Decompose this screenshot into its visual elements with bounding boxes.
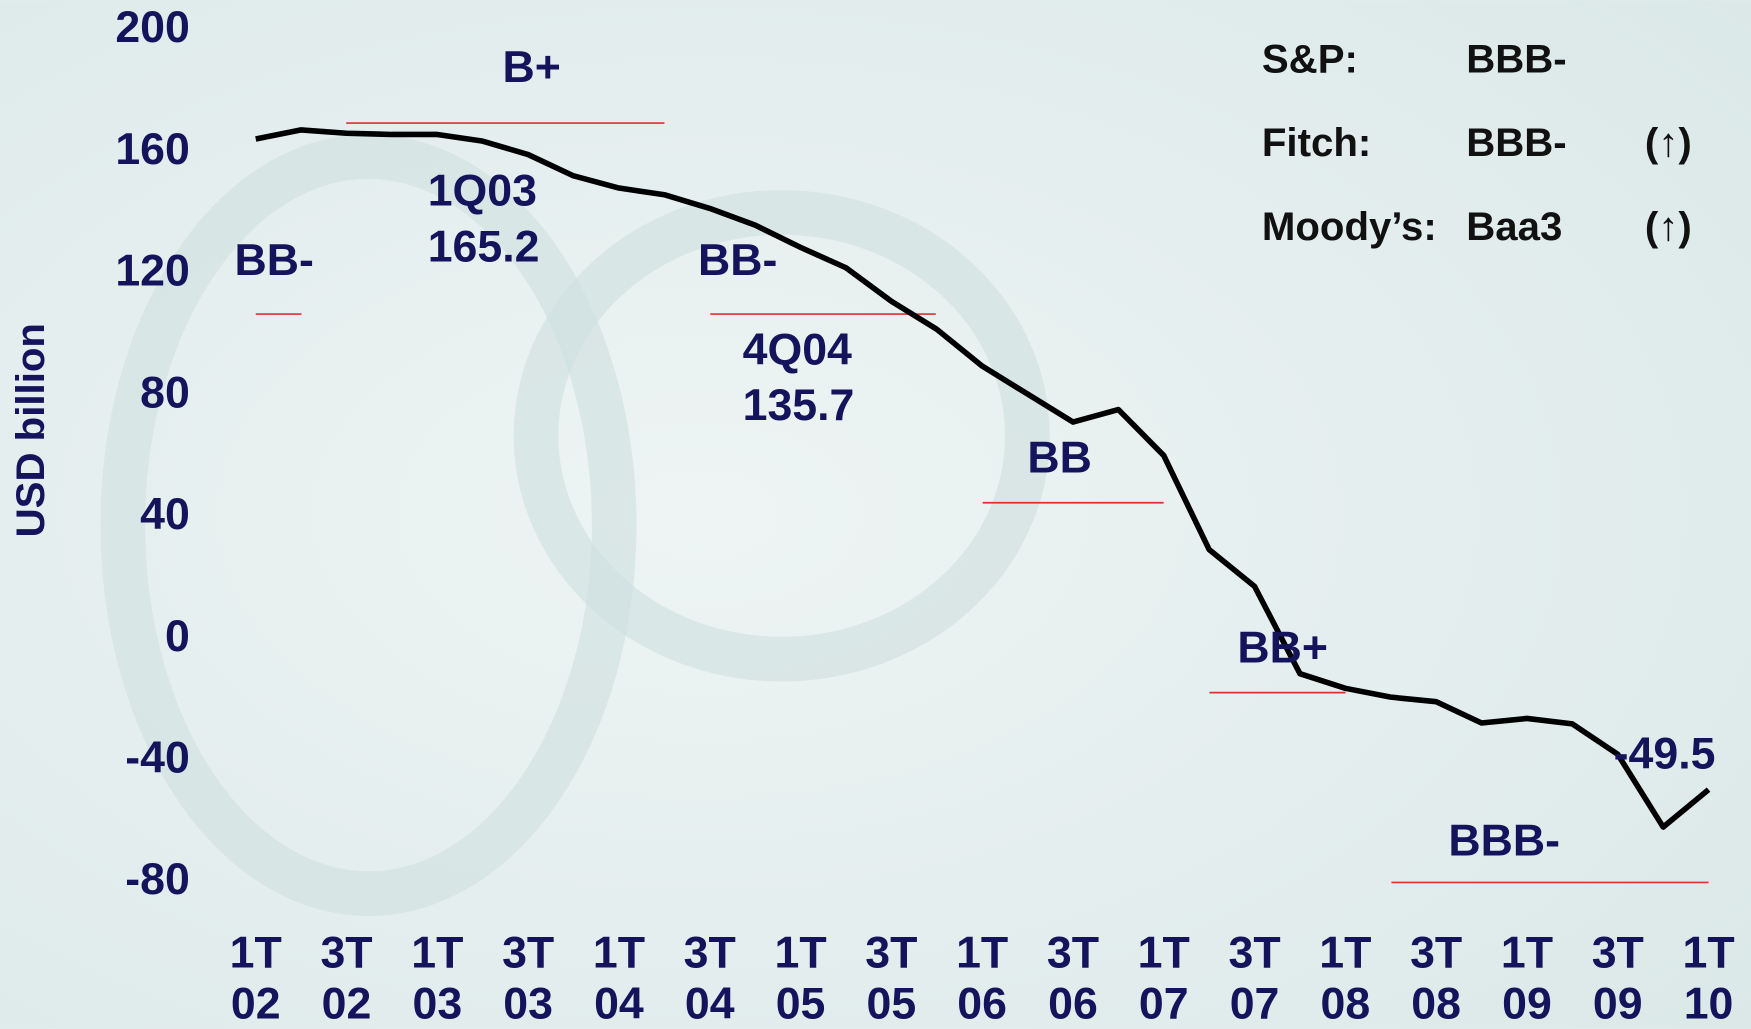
x-tick-label: 1T 04 bbox=[592, 928, 646, 1029]
x-tick-label-box: 1T 10 bbox=[1682, 928, 1735, 1029]
x-tick-label-box: 3T 03 bbox=[502, 928, 555, 1029]
x-tick-label-box: 1T 09 bbox=[1500, 928, 1554, 1029]
annotation-box: BBB- bbox=[1448, 816, 1561, 866]
x-tick-label: 3T 02 bbox=[320, 928, 373, 1029]
rating-cell: S&P: bbox=[1262, 36, 1358, 81]
x-tick-label-box: 1T 04 bbox=[592, 928, 646, 1029]
annotation: 1Q03 165.2 bbox=[427, 166, 540, 272]
x-tick-label-box: 1T 02 bbox=[229, 928, 282, 1029]
x-tick-label: 1T 06 bbox=[956, 928, 1009, 1029]
y-axis-label: USD billion bbox=[8, 323, 53, 537]
x-tick-label: 3T 07 bbox=[1228, 928, 1281, 1029]
y-tick-label: 120 bbox=[115, 247, 190, 296]
annotation: BB bbox=[1027, 433, 1092, 483]
x-tick-label-box: 3T 06 bbox=[1046, 928, 1100, 1029]
x-tick-label: 1T 02 bbox=[229, 928, 282, 1029]
x-tick-label: 1T 08 bbox=[1319, 928, 1372, 1029]
x-tick-label-box: 1T 05 bbox=[774, 928, 827, 1029]
x-tick-label-box: 3T 02 bbox=[320, 928, 373, 1029]
annotation: BB- bbox=[697, 235, 778, 286]
x-tick-label-box: 1T 08 bbox=[1319, 928, 1372, 1029]
x-tick-label-box: 3T 05 bbox=[865, 928, 918, 1029]
x-tick-label-box: 1T 03 bbox=[411, 928, 464, 1029]
rating-cell: BBB- bbox=[1466, 36, 1566, 81]
annotation-box: -49.5 bbox=[1613, 729, 1716, 779]
background-decoration bbox=[513, 190, 1050, 682]
x-tick-label: 3T 05 bbox=[865, 928, 918, 1029]
annotation-box: BB- bbox=[234, 235, 314, 286]
y-tick-label: 200 bbox=[115, 3, 190, 52]
rating-cell: (↑) bbox=[1645, 120, 1692, 165]
annotation-box: 1Q03 165.2 bbox=[427, 166, 540, 272]
y-tick-label: 160 bbox=[115, 125, 190, 174]
rating-cell: Fitch: bbox=[1262, 120, 1371, 165]
annotation-box: BB bbox=[1027, 433, 1092, 483]
x-tick-label: 3T 06 bbox=[1046, 928, 1100, 1029]
annotation-box: B+ bbox=[502, 42, 561, 92]
x-tick-label-box: 3T 08 bbox=[1410, 928, 1463, 1029]
data-line bbox=[255, 127, 1711, 830]
annotation: BBB- bbox=[1448, 816, 1561, 866]
y-tick-label: 40 bbox=[140, 490, 190, 539]
x-tick-label: 3T 09 bbox=[1591, 928, 1644, 1029]
x-tick-label-box: 1T 06 bbox=[956, 928, 1009, 1029]
annotation-box: BB- bbox=[697, 235, 778, 286]
annotation-box: BB+ bbox=[1237, 623, 1328, 673]
background-decoration bbox=[100, 134, 637, 916]
y-tick-label: 0 bbox=[165, 612, 190, 661]
y-tick-label: -40 bbox=[125, 734, 190, 783]
x-tick-label: 1T 07 bbox=[1137, 928, 1190, 1029]
rating-cell: Moody’s: bbox=[1262, 204, 1437, 249]
x-tick-label: 3T 03 bbox=[502, 928, 555, 1029]
annotation: BB+ bbox=[1237, 623, 1328, 673]
x-tick-label-box: 1T 07 bbox=[1137, 928, 1190, 1029]
annotation-box: 4Q04 135.7 bbox=[742, 325, 855, 431]
annotation: -49.5 bbox=[1613, 729, 1716, 779]
x-tick-label: 1T 05 bbox=[774, 928, 827, 1029]
x-tick-label-box: 3T 09 bbox=[1591, 928, 1644, 1029]
x-tick-label: 3T 08 bbox=[1410, 928, 1463, 1029]
x-tick-label-box: 3T 07 bbox=[1228, 928, 1281, 1029]
x-tick-label: 1T 09 bbox=[1500, 928, 1554, 1029]
rating-cell: Baa3 bbox=[1466, 204, 1562, 249]
y-tick-label: 80 bbox=[140, 368, 190, 417]
rating-cell: (↑) bbox=[1645, 204, 1692, 249]
x-tick-label: 1T 03 bbox=[411, 928, 464, 1029]
annotation: 4Q04 135.7 bbox=[742, 325, 855, 431]
annotation: B+ bbox=[502, 42, 561, 92]
y-tick-label: -80 bbox=[125, 855, 190, 904]
x-tick-label: 1T 10 bbox=[1682, 928, 1735, 1029]
x-tick-label-box: 3T 04 bbox=[683, 928, 736, 1029]
rating-cell: BBB- bbox=[1466, 120, 1566, 165]
annotation: BB- bbox=[234, 235, 314, 286]
x-tick-label: 3T 04 bbox=[683, 928, 736, 1029]
